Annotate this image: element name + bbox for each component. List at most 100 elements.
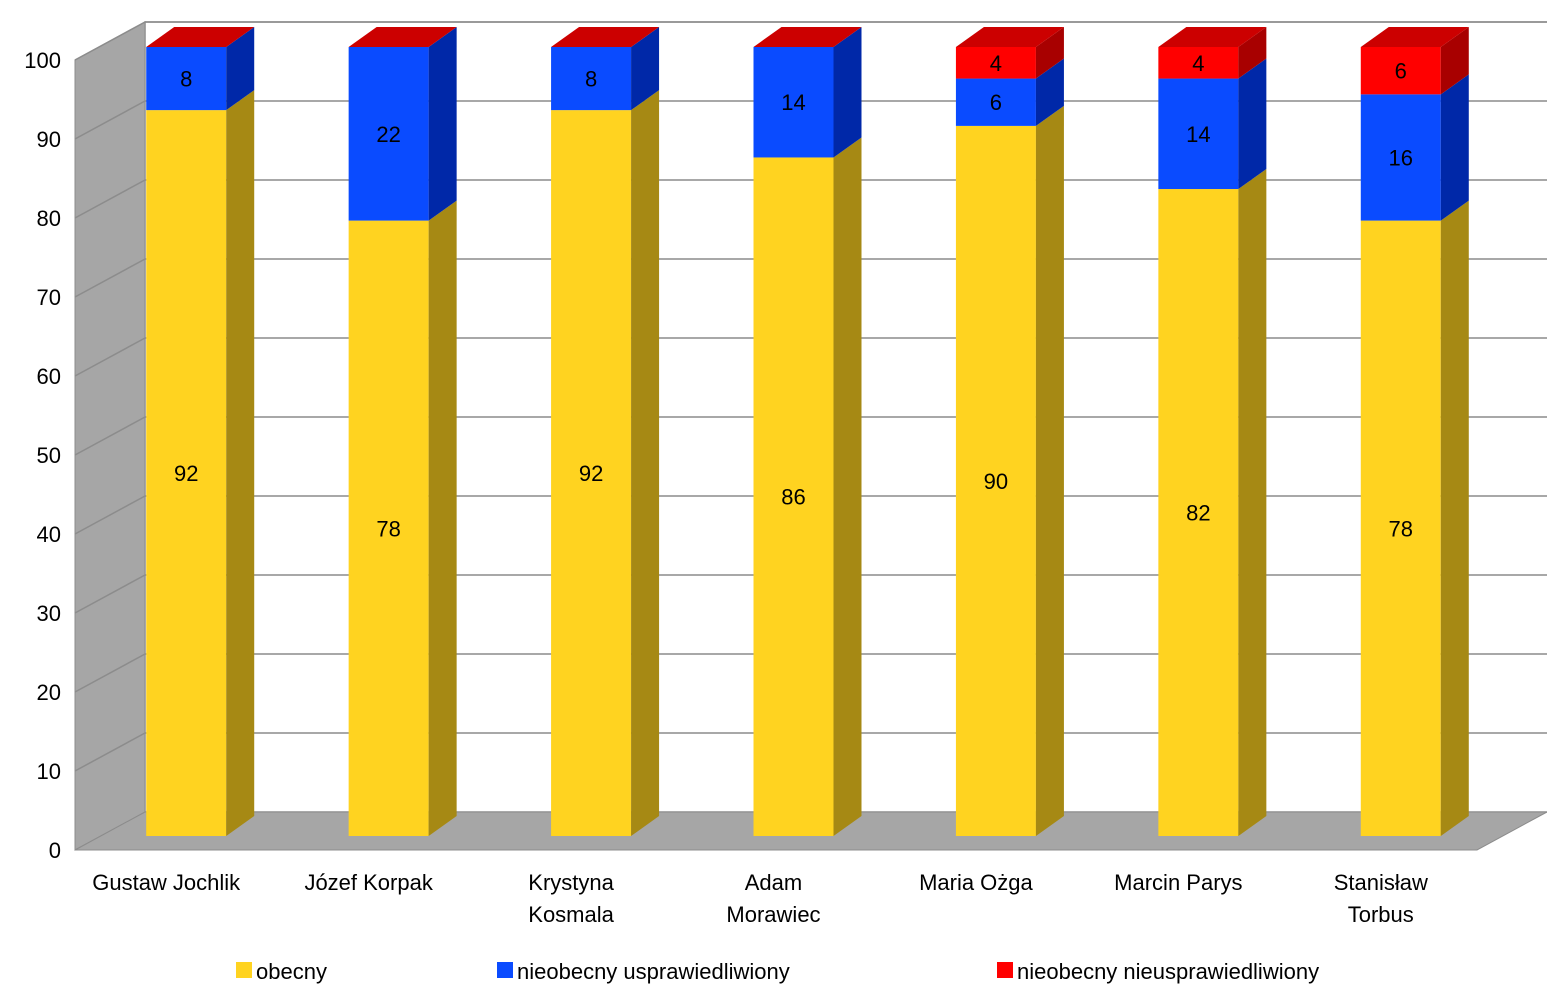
gridline-side (74, 495, 146, 535)
data-label: 6 (990, 90, 1002, 115)
data-label: 78 (376, 516, 400, 541)
data-label: 4 (990, 51, 1002, 76)
data-label: 78 (1389, 516, 1413, 541)
data-label: 6 (1395, 59, 1407, 84)
bar-segment (551, 110, 632, 837)
bars (146, 27, 1469, 837)
data-label: 90 (984, 469, 1008, 494)
bar-top (753, 27, 862, 47)
bar-side (1440, 74, 1469, 221)
bar-segment (1360, 47, 1441, 95)
y-tick-label: 60 (37, 364, 61, 389)
bar-segment (1158, 78, 1239, 190)
bar-top (1158, 27, 1267, 47)
x-category-label: Torbus (1348, 902, 1414, 927)
legend-label: obecny (256, 959, 327, 984)
y-tick-label: 0 (49, 838, 61, 863)
gridline-side (74, 416, 146, 456)
legend: obecny nieobecny usprawiedliwiony nieobecn… (236, 959, 1319, 984)
data-label: 14 (781, 90, 805, 115)
bar-side (833, 137, 862, 836)
bar-top (146, 27, 255, 47)
x-category-label: Józef Korpak (304, 870, 433, 895)
bar-segment (1158, 189, 1239, 836)
legend-label: nieobecny nieusprawiedliwiony (1017, 959, 1319, 984)
y-tick-label: 90 (37, 127, 61, 152)
gridline-side (74, 732, 146, 772)
bar-segment (753, 157, 834, 836)
legend-swatch (236, 962, 252, 978)
bar-side (1035, 27, 1064, 79)
bar-segment (955, 47, 1036, 79)
bar-segment (1158, 47, 1239, 79)
bar-segment (348, 47, 429, 221)
y-tick-label: 30 (37, 601, 61, 626)
legend-swatch (997, 962, 1013, 978)
bar-side (226, 90, 255, 837)
data-label: 14 (1186, 122, 1210, 147)
gridline-side (74, 179, 146, 219)
data-label: 22 (376, 122, 400, 147)
bar-segment (955, 125, 1036, 836)
bar-side (1035, 105, 1064, 836)
bar-side (631, 90, 660, 837)
data-label: 82 (1186, 501, 1210, 526)
y-tick-label: 10 (37, 759, 61, 784)
x-category-label: Maria Ożga (919, 870, 1033, 895)
x-category-label: Adam (745, 870, 802, 895)
data-label: 92 (579, 461, 603, 486)
bar-side (833, 27, 862, 158)
data-label: 92 (174, 461, 198, 486)
bar-segment (955, 78, 1036, 126)
y-tick-label: 80 (37, 206, 61, 231)
bar-top (955, 27, 1064, 47)
bar-side (428, 27, 457, 221)
bar-side (226, 27, 255, 111)
x-category-label: Stanisław (1334, 870, 1428, 895)
y-tick-label: 70 (37, 285, 61, 310)
data-labels: 92 8 78 22 92 8 86 14 90 6 4 82 14 4 78 16 6 (174, 51, 1413, 542)
gridline-side (74, 21, 146, 61)
bar-segment (146, 110, 227, 837)
x-category-label: Morawiec (726, 902, 820, 927)
bar-side (1238, 169, 1267, 836)
bar-side (1238, 27, 1267, 79)
bar-top (1360, 27, 1469, 47)
bar-side (1440, 200, 1469, 836)
y-tick-label: 100 (24, 48, 61, 73)
gridline-side (74, 258, 146, 298)
legend-label: nieobecny usprawiedliwiony (517, 959, 790, 984)
gridline-side (74, 653, 146, 693)
data-label: 8 (585, 67, 597, 92)
bar-top (551, 27, 660, 47)
x-category-label: Marcin Parys (1114, 870, 1242, 895)
x-category-label: Kosmala (528, 902, 614, 927)
gridline-side (74, 100, 146, 140)
bar-segment (1360, 220, 1441, 836)
x-category-label: Krystyna (528, 870, 614, 895)
bar-segment (551, 47, 632, 111)
data-label: 16 (1389, 145, 1413, 170)
x-axis: Gustaw Jochlik Józef Korpak Krystyna Kosmal… (92, 870, 1428, 927)
gridline-side (74, 574, 146, 614)
gridline-side (74, 337, 146, 377)
bar-segment (753, 47, 834, 158)
y-tick-label: 40 (37, 522, 61, 547)
y-tick-label: 20 (37, 680, 61, 705)
bar-top (348, 27, 457, 47)
bar-side (1238, 58, 1267, 190)
legend-swatch (497, 962, 513, 978)
bar-side (428, 200, 457, 836)
bar-segment (348, 220, 429, 836)
bar-segment (146, 47, 227, 111)
x-category-label: Gustaw Jochlik (92, 870, 241, 895)
y-tick-label: 50 (37, 443, 61, 468)
bar-side (631, 27, 660, 111)
y-axis: 0 10 20 30 40 50 60 70 80 90 100 (24, 48, 61, 863)
bar-side (1035, 58, 1064, 126)
bar-segment (1360, 94, 1441, 221)
data-label: 4 (1192, 51, 1204, 76)
data-label: 8 (180, 67, 192, 92)
bar-side (1440, 27, 1469, 95)
